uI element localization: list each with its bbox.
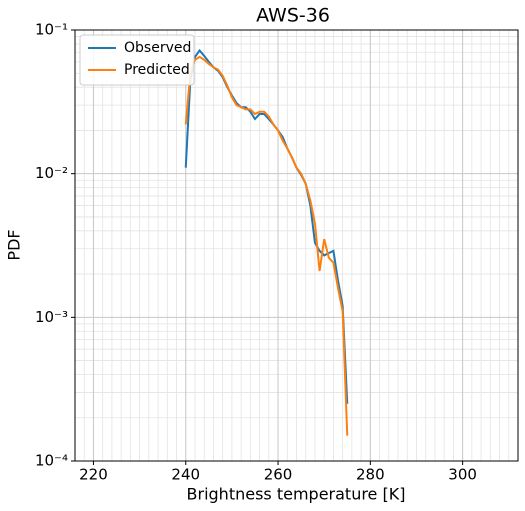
y-tick-label: 10⁻⁴ (35, 452, 68, 470)
legend-label: Observed (124, 40, 191, 56)
x-axis-label: Brightness temperature [K] (187, 485, 406, 504)
plot-frame (74, 29, 519, 462)
x-tick-label: 260 (264, 466, 293, 484)
data-line (184, 55, 349, 436)
y-tick-label: 10⁻¹ (35, 21, 68, 39)
data-line (184, 48, 349, 404)
minor-grid (74, 30, 519, 461)
y-tick-label: 10⁻³ (35, 308, 68, 326)
x-tick-label: 220 (79, 466, 108, 484)
plot-area (184, 48, 349, 436)
y-axis-label: PDF (5, 229, 24, 260)
x-tick-label: 300 (448, 466, 477, 484)
x-tick-label: 240 (171, 466, 200, 484)
chart-title: AWS-36 (256, 5, 330, 27)
legend-label: Predicted (124, 62, 190, 78)
y-tick-label: 10⁻² (35, 164, 68, 182)
x-tick-label: 280 (356, 466, 385, 484)
